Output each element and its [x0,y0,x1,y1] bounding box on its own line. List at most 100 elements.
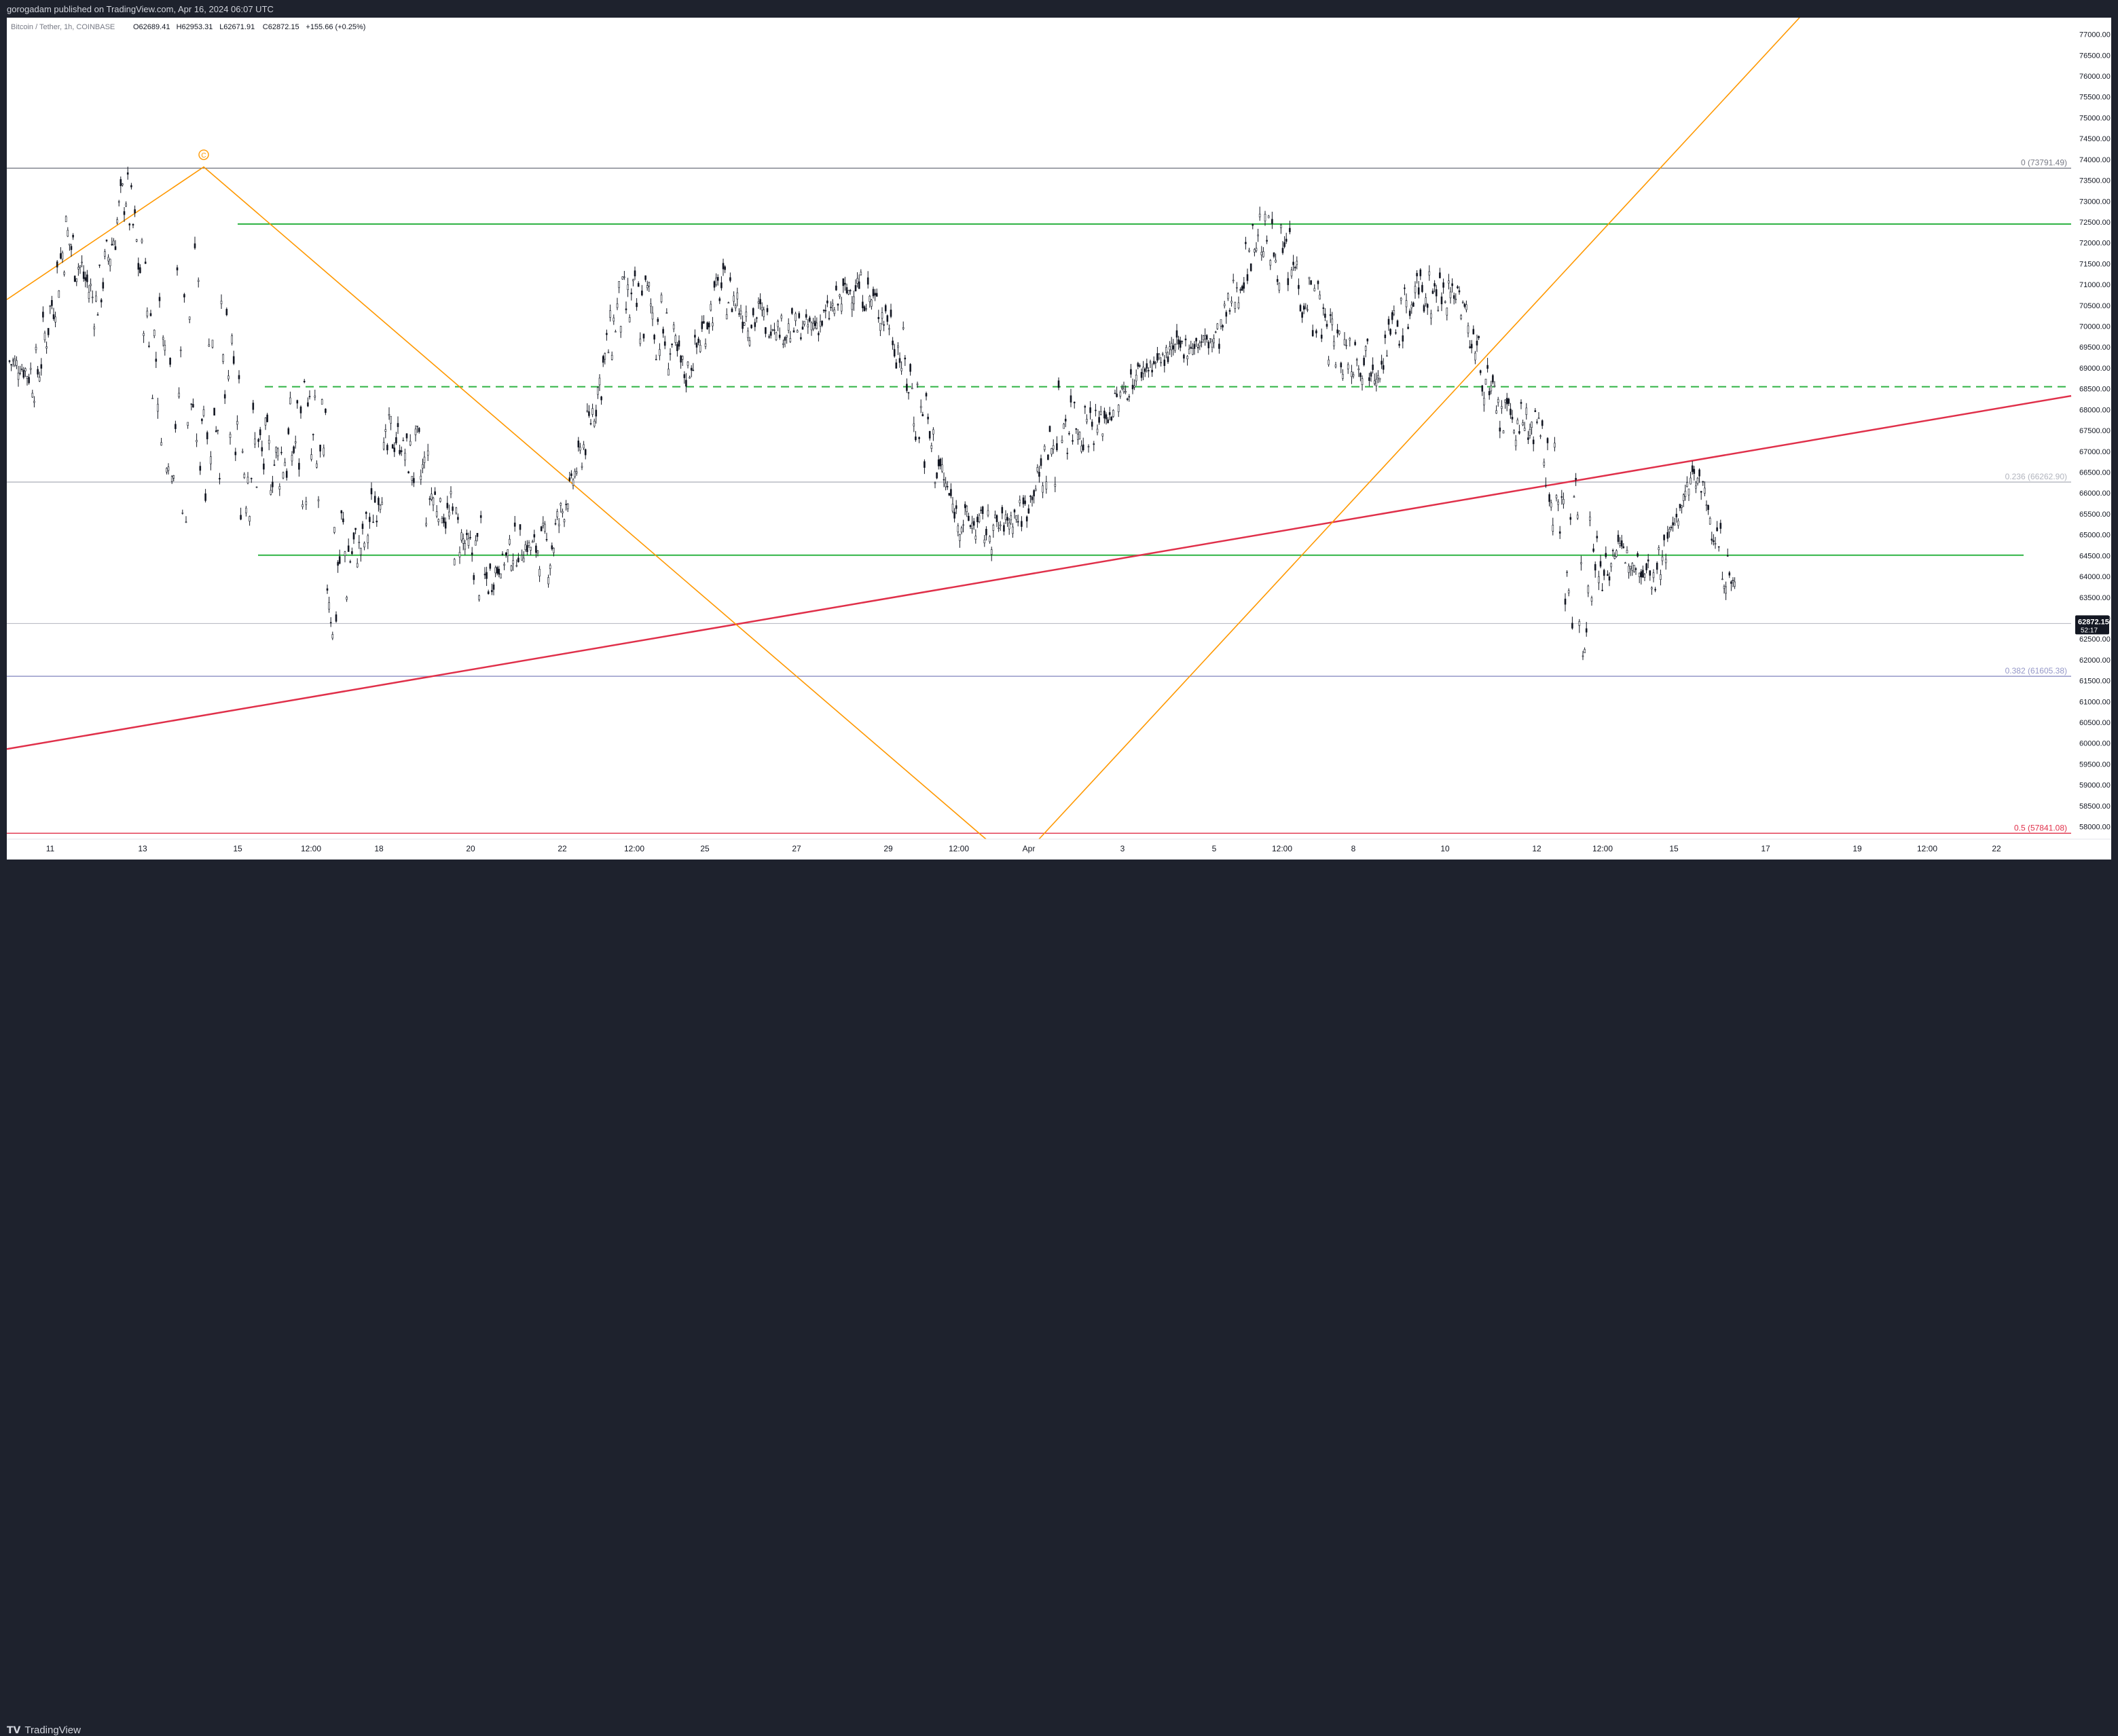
candle-body [120,179,122,187]
candle-body [1398,344,1400,346]
candle-body [1254,248,1256,253]
candle-body [787,323,790,331]
candle-body [40,364,43,369]
candle-body [890,310,892,317]
candle-body [1025,516,1028,521]
candle-body [1387,318,1390,325]
candle-body [479,515,482,518]
candle-body [452,506,454,511]
candle-body [1690,477,1692,485]
candle-body [373,496,376,503]
candle-body [651,312,654,320]
candle-body [411,476,414,481]
candle-body [1296,261,1298,265]
candle-body [1382,365,1385,370]
candle-body [346,597,348,600]
candle-body [884,305,887,312]
candle-body [54,316,56,322]
candle-body [369,517,371,522]
candle-body [1635,568,1637,570]
candle-body [1172,345,1175,350]
candle-body [1099,411,1102,415]
candle-body [1355,359,1358,361]
candle-body [734,306,737,308]
candle-body [1075,428,1078,430]
candle-body [358,542,361,543]
candle-body [149,313,152,316]
trend-lines [6,17,2072,840]
y-tick-label: 68500.00 [2079,386,2111,394]
candle-body [1064,418,1067,422]
candle-body [1366,339,1369,341]
candle-body [780,315,783,319]
candle-body [1486,365,1489,369]
candle-body [1008,522,1010,530]
candle-body [1342,373,1344,379]
y-tick-label: 63500.00 [2079,594,2111,602]
candle-body [391,444,394,449]
candle-body [847,290,850,295]
candle-body [14,358,16,366]
candle-body [718,298,721,301]
candle-body [994,515,996,519]
candle-body [400,450,403,452]
y-tick-label: 71000.00 [2079,281,2111,289]
candle-body [566,503,569,509]
candle-body [1193,344,1196,349]
candle-body [155,358,158,362]
candle-body [483,574,486,576]
candle-body [190,403,193,405]
candle-body [1617,534,1620,542]
candle-body [1177,339,1180,345]
candle-body [773,329,775,331]
candle-body [1476,340,1478,346]
candle-body [192,404,194,408]
candle-body [1444,301,1446,303]
candle-body [1673,523,1676,525]
candle-body [1248,250,1250,252]
candle-body [1660,574,1662,580]
candle-body [276,448,279,456]
candle-body [1086,419,1088,422]
candle-body [906,384,908,391]
tradingview-logo[interactable]: TV TradingView [7,1724,81,1736]
candle-body [102,282,105,289]
candle-body [77,267,79,270]
candle-body [581,466,583,468]
candle-body [91,297,94,299]
candle-body [771,329,774,331]
candle-body [1001,506,1004,514]
candle-body [1370,372,1372,377]
y-tick-label: 64500.00 [2079,552,2111,560]
candle-body [637,282,640,287]
candle-body [1495,410,1497,414]
candle-body [1285,238,1288,242]
candle-body [572,479,574,486]
candle-body [231,335,233,344]
candle-body [835,285,837,291]
candle-body [100,299,103,303]
candle-body [521,555,523,561]
candle-body [778,335,781,338]
price-chart[interactable]: 77000.00 76500.00 76000.00 75500.00 75000.00… [6,17,2111,860]
candle-body [1133,386,1135,388]
candle-body [951,503,954,512]
y-tick-label: 77000.00 [2079,31,2111,39]
candle-body [325,409,327,413]
candle-body [619,326,622,333]
candle-body [1361,378,1364,386]
candle-body [1345,345,1347,346]
candle-body [535,545,537,553]
candle-body [291,455,293,462]
candle-body [444,521,447,529]
candle-body [1695,485,1697,489]
candle-body [856,278,858,284]
candle-body [245,507,247,513]
candle-body [945,483,947,487]
candle-body [1144,368,1146,372]
candle-body [1478,335,1480,339]
chart-area[interactable]: 77000.00 76500.00 76000.00 75500.00 75000.00… [6,17,2111,860]
candle-body [204,493,206,501]
candle-body [446,502,449,509]
candle-body [407,471,409,474]
